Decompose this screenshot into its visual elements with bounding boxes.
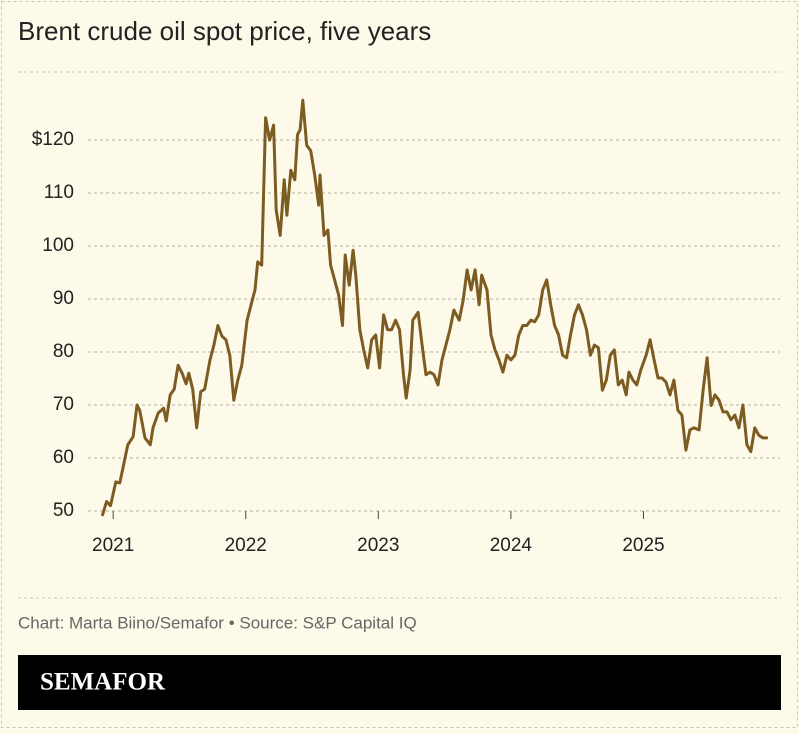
price-line [101, 98, 769, 517]
x-tick-label: 2024 [490, 535, 533, 556]
chart-title: Brent crude oil spot price, five years [18, 16, 431, 46]
y-tick-label: 80 [53, 341, 74, 362]
y-tick-label: 70 [53, 394, 74, 415]
brand-logo: SEMAFOR [40, 669, 166, 696]
x-tick-label: 2023 [357, 535, 399, 556]
y-tick-label: 100 [42, 235, 74, 256]
y-tick-label: 90 [53, 288, 74, 309]
y-tick-label: 50 [53, 500, 74, 521]
x-tick-label: 2021 [92, 535, 134, 556]
x-tick-label: 2022 [225, 535, 267, 556]
y-tick-label: 110 [44, 182, 74, 203]
brand-bar [18, 655, 781, 710]
x-tick-label: 2025 [622, 535, 664, 556]
source: Chart: Marta Biino/Semafor • Source: S&P… [18, 613, 417, 632]
y-tick-label: $120 [32, 129, 74, 150]
y-tick-label: 60 [53, 447, 74, 468]
